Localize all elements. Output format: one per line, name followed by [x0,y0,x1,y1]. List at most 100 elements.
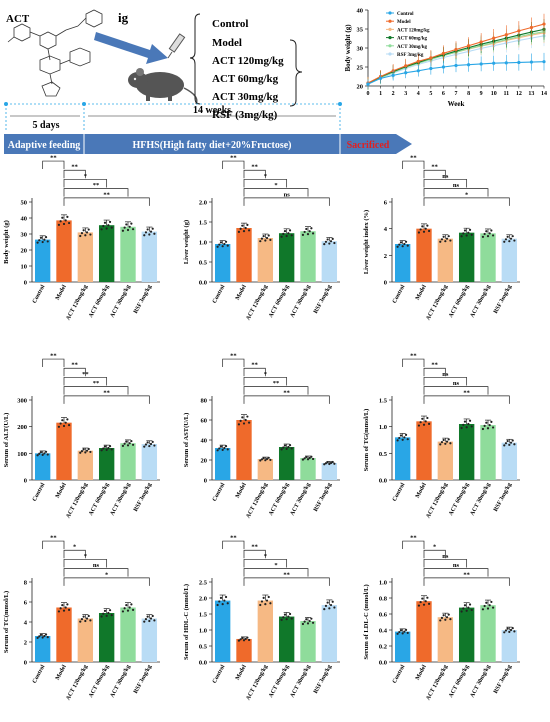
sample-point [486,235,490,238]
y-tick-label: 35 [357,27,364,34]
bar [120,226,136,282]
sample-point [488,232,491,235]
sample-point [148,233,151,236]
sample-point [146,228,149,231]
sample-point [239,638,242,641]
significance-mark: * [264,553,267,560]
x-tick-label: ACT 60mg/kg [88,284,110,319]
data-point [416,69,420,73]
significance-mark: * [264,173,267,180]
sample-point [64,606,67,609]
significance-bracket [42,540,65,550]
y-tick-label: 2.5 [199,580,208,587]
bar [236,228,252,282]
sample-point [110,614,113,617]
molecule-structure [7,9,103,97]
x-tick-label: RSF 3mg/kg [313,284,333,315]
x-tick-label: ACT 120mg/kg [425,482,449,519]
bar [278,616,295,662]
x-tick-label: Control [392,482,407,503]
sample-point [491,426,495,429]
x-tick-label: ACT 30mg/kg [110,664,132,699]
significance-bracket [243,395,330,404]
sample-point [79,451,82,454]
x-tick-label: 2 [392,91,395,97]
sample-point [143,445,146,448]
sample-point [151,227,154,230]
y-tick-label: 20 [201,458,208,465]
sample-point [401,438,404,441]
x-tick-label: ACT 120mg/kg [65,664,89,701]
sample-point [46,636,49,639]
y-tick-label: 2 [24,640,27,647]
sample-point [331,600,334,603]
sample-point [508,630,511,633]
sample-point [64,219,67,222]
y-tick-label: 4 [24,620,28,627]
sample-point [82,615,85,618]
bar [98,448,115,480]
sample-point [269,238,272,242]
y-tick-label: 1.5 [199,220,208,227]
x-tick-label: RSF 3mg/kg [493,284,513,315]
sample-point [427,229,431,233]
sample-point [107,224,110,227]
sample-point [218,600,221,603]
sample-point [89,233,92,236]
sample-point [100,615,103,618]
legend-label: Control [397,12,414,17]
sample-point [328,462,331,466]
sample-point [244,418,247,422]
sample-point [440,238,444,241]
legend-marker [388,19,392,23]
sample-point [462,607,465,610]
group-list: Control Model ACT 120mg/kg ACT 60mg/kg A… [212,18,284,121]
sample-point [287,615,290,618]
sample-point [265,457,269,461]
data-point [429,66,433,71]
sample-point [486,427,490,430]
sample-point [121,610,125,613]
x-tick-label: 9 [480,91,483,97]
sample-point [107,446,110,450]
sample-point [39,236,43,239]
significance-bracket [63,179,108,188]
sample-point [100,449,103,452]
sample-point [417,231,421,234]
sample-point [221,245,224,248]
significance-bracket [63,549,86,559]
sample-point [87,228,90,231]
sample-point [105,227,108,230]
legend-label: ACT 120mg/kg [397,28,430,33]
significance-bracket [423,395,510,404]
significance-bracket [63,197,150,206]
bar [56,422,72,480]
schematic: ACT ig [4,9,412,154]
sample-point [403,630,406,633]
sample-point [226,448,229,451]
sample-point [110,448,113,451]
sample-point [421,417,424,420]
sample-point [148,444,151,448]
sample-point [269,602,272,605]
sample-point [283,229,287,233]
sample-point [67,221,71,225]
sample-point [444,442,447,445]
bar [501,442,518,480]
y-axis-title: Serum of ALT(U/L) [3,413,10,468]
sample-point [326,238,329,241]
significance-mark: ** [71,164,78,171]
x-tick-label: ACT 60mg/kg [88,664,110,699]
sample-point [105,614,108,617]
y-tick-label: 60 [201,418,208,425]
sample-point [324,604,328,607]
sample-point [403,242,406,246]
bar [437,617,454,662]
x-tick-label: ACT 120mg/kg [245,482,269,519]
sample-point [333,606,336,609]
sample-point [79,620,82,623]
phase-adaptive-feeding: Adaptive feeding [8,140,81,151]
x-tick-label: 5 [429,91,432,97]
sample-point [326,461,329,464]
